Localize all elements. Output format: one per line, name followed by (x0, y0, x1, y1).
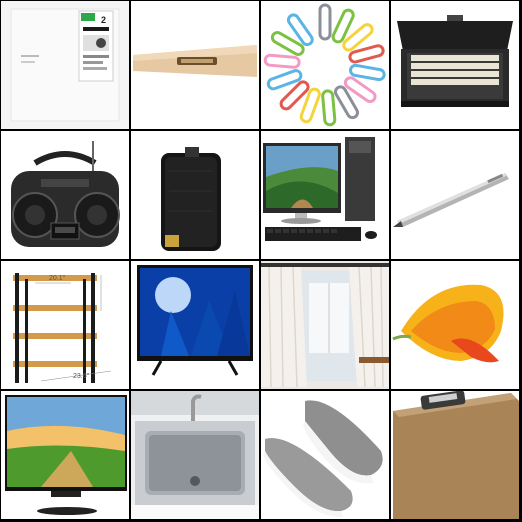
tile-sticky-notes[interactable]: 2 (1, 1, 129, 129)
slip-on-shoes-image (261, 391, 389, 519)
sticky-notes-image: 2 (1, 1, 129, 129)
file-box-image (391, 1, 519, 129)
tile-pen[interactable] (391, 131, 519, 259)
tile-shelf[interactable]: 20.1" 23.6" (1, 261, 129, 389)
tile-kitchen-sink[interactable] (131, 391, 259, 519)
television-image (131, 261, 259, 389)
kitchen-sink-image (131, 391, 259, 519)
tile-slip-on-shoes[interactable] (261, 391, 389, 519)
tile-television[interactable] (131, 261, 259, 389)
tile-paper-clips[interactable] (261, 1, 389, 129)
paper-clips-image (261, 1, 389, 129)
tile-desktop-computer[interactable] (261, 131, 389, 259)
tile-curtains[interactable] (261, 261, 389, 389)
tile-boombox[interactable] (1, 131, 129, 259)
hammer-handle-image (131, 1, 259, 129)
monitor-image (1, 391, 129, 519)
tile-speaker[interactable] (131, 131, 259, 259)
tile-file-box[interactable] (391, 1, 519, 129)
tile-hammer-handle[interactable] (131, 1, 259, 129)
package-count-text: 2 (101, 15, 106, 25)
curtains-image (261, 261, 389, 389)
tile-clipboard[interactable] (391, 391, 519, 519)
boombox-image (1, 131, 129, 259)
desktop-computer-image (261, 131, 389, 259)
tile-calla-lily[interactable] (391, 261, 519, 389)
shelf-width-label: 20.1" (49, 275, 66, 282)
clipboard-image (391, 391, 519, 519)
tile-monitor[interactable] (1, 391, 129, 519)
shelf-depth-label: 23.6" (73, 373, 90, 380)
calla-lily-image (391, 261, 519, 389)
speaker-image (131, 131, 259, 259)
pen-image (391, 131, 519, 259)
shelf-image (1, 261, 129, 389)
